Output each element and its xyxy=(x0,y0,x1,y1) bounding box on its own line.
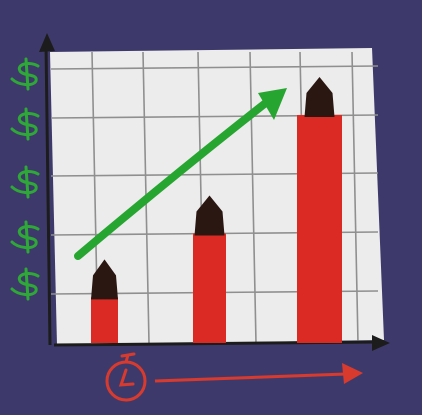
bar xyxy=(193,233,226,343)
stopwatch-hands xyxy=(118,368,135,387)
y-axis-dollar-symbols xyxy=(10,57,40,301)
dollar-s-stroke xyxy=(10,112,40,137)
y-axis-line xyxy=(44,43,52,346)
y-axis-arrowhead xyxy=(39,33,55,52)
dollar-sign-icon xyxy=(10,107,40,141)
dollar-s-stroke xyxy=(10,170,40,195)
dollar-bar-stroke xyxy=(24,267,30,301)
stopwatch-crown xyxy=(120,352,136,364)
grid-line-vertical xyxy=(351,51,359,344)
stopwatch-face xyxy=(105,360,147,402)
dollar-s-stroke xyxy=(10,272,40,297)
dollar-bar-stroke xyxy=(24,165,30,199)
pawn-icon xyxy=(91,259,118,300)
dollar-bar-stroke xyxy=(24,220,30,254)
x-axis-arrowhead xyxy=(372,335,390,351)
dollar-sign-icon xyxy=(10,267,40,301)
dollar-sign-icon xyxy=(10,220,40,254)
bar-series xyxy=(91,115,342,343)
grid-line-horizontal xyxy=(50,65,379,70)
x-axis-time-arrow xyxy=(154,372,347,383)
bar xyxy=(297,115,342,343)
dollar-bar-stroke xyxy=(24,57,30,91)
dollar-sign-icon xyxy=(10,57,40,91)
dollar-bar-stroke xyxy=(24,107,30,141)
bar-top-markers xyxy=(91,77,335,300)
pawn-icon xyxy=(304,77,335,117)
bar xyxy=(91,297,118,343)
trend-arrow-head xyxy=(258,88,287,120)
dollar-s-stroke xyxy=(10,225,40,250)
stopwatch-icon xyxy=(105,352,147,402)
dollar-sign-icon xyxy=(10,165,40,199)
grid-line-vertical xyxy=(249,51,257,344)
pawn-icon xyxy=(194,195,225,236)
x-axis-time-arrowhead xyxy=(342,363,363,384)
dollar-s-stroke xyxy=(10,62,40,87)
trend-arrow xyxy=(74,94,276,260)
